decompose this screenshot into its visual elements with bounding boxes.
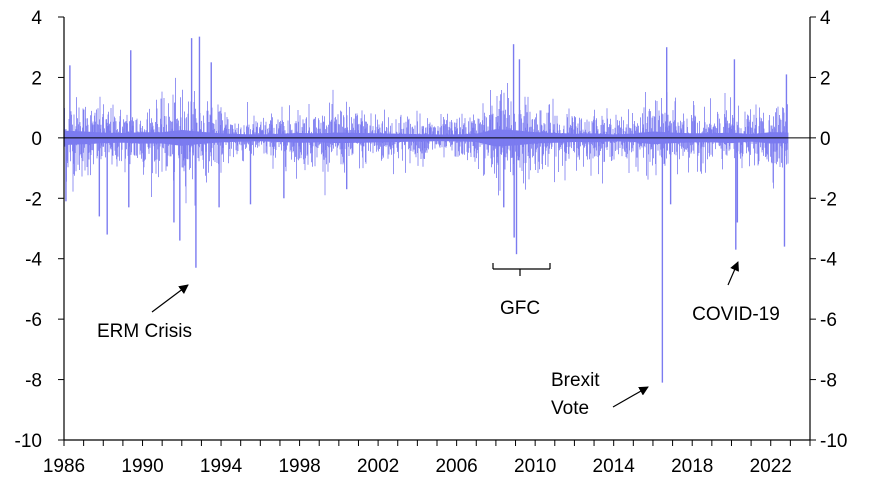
series-layer <box>63 36 789 383</box>
series-line <box>63 77 789 206</box>
y-tick-label-right: -2 <box>820 189 837 210</box>
annotation-erm-crisis: ERM Crisis <box>97 321 192 342</box>
annotation-gfc: GFC <box>500 298 540 319</box>
x-tick-label: 2018 <box>671 456 713 477</box>
x-tick-label: 1998 <box>278 456 320 477</box>
y-tick-label-right: -6 <box>820 310 837 331</box>
y-tick-label-left: -6 <box>25 310 42 331</box>
y-tick-label-right: -4 <box>820 250 837 271</box>
x-tick-label: 2006 <box>435 456 477 477</box>
y-tick-label-right: 4 <box>820 8 831 29</box>
annotation-arrow-erm <box>151 284 189 313</box>
x-tick-label: 1990 <box>121 456 163 477</box>
y-tick-label-left: 0 <box>31 129 42 150</box>
y-tick-label-right: -8 <box>820 371 837 392</box>
x-tick-label: 2002 <box>357 456 399 477</box>
annotation-arrow-covid <box>727 261 739 286</box>
x-tick-label: 1986 <box>43 456 85 477</box>
y-tick-label-left: 2 <box>31 68 42 89</box>
annotation-gfc-bracket <box>492 263 551 276</box>
annotation-arrow-brexit <box>612 386 649 408</box>
y-tick-label-right: 2 <box>820 68 831 89</box>
x-tick-label: 2010 <box>514 456 556 477</box>
x-tick-label: 2014 <box>593 456 636 477</box>
y-tick-label-left: 4 <box>31 8 42 29</box>
annotation-layer: ERM Crisis GFC Brexit Vote COVID-19 <box>97 261 780 419</box>
y-tick-label-right: -10 <box>820 431 847 452</box>
y-tick-label-right: 0 <box>820 129 831 150</box>
y-tick-label-left: -8 <box>25 371 42 392</box>
annotation-covid: COVID-19 <box>692 304 780 325</box>
annotation-brexit: Brexit <box>551 370 600 391</box>
y-tick-label-left: -2 <box>25 189 42 210</box>
y-tick-label-left: -4 <box>25 250 42 271</box>
annotation-vote: Vote <box>551 398 589 419</box>
x-tick-label: 2022 <box>750 456 792 477</box>
y-tick-label-left: -10 <box>15 431 42 452</box>
x-tick-label: 1994 <box>200 456 243 477</box>
